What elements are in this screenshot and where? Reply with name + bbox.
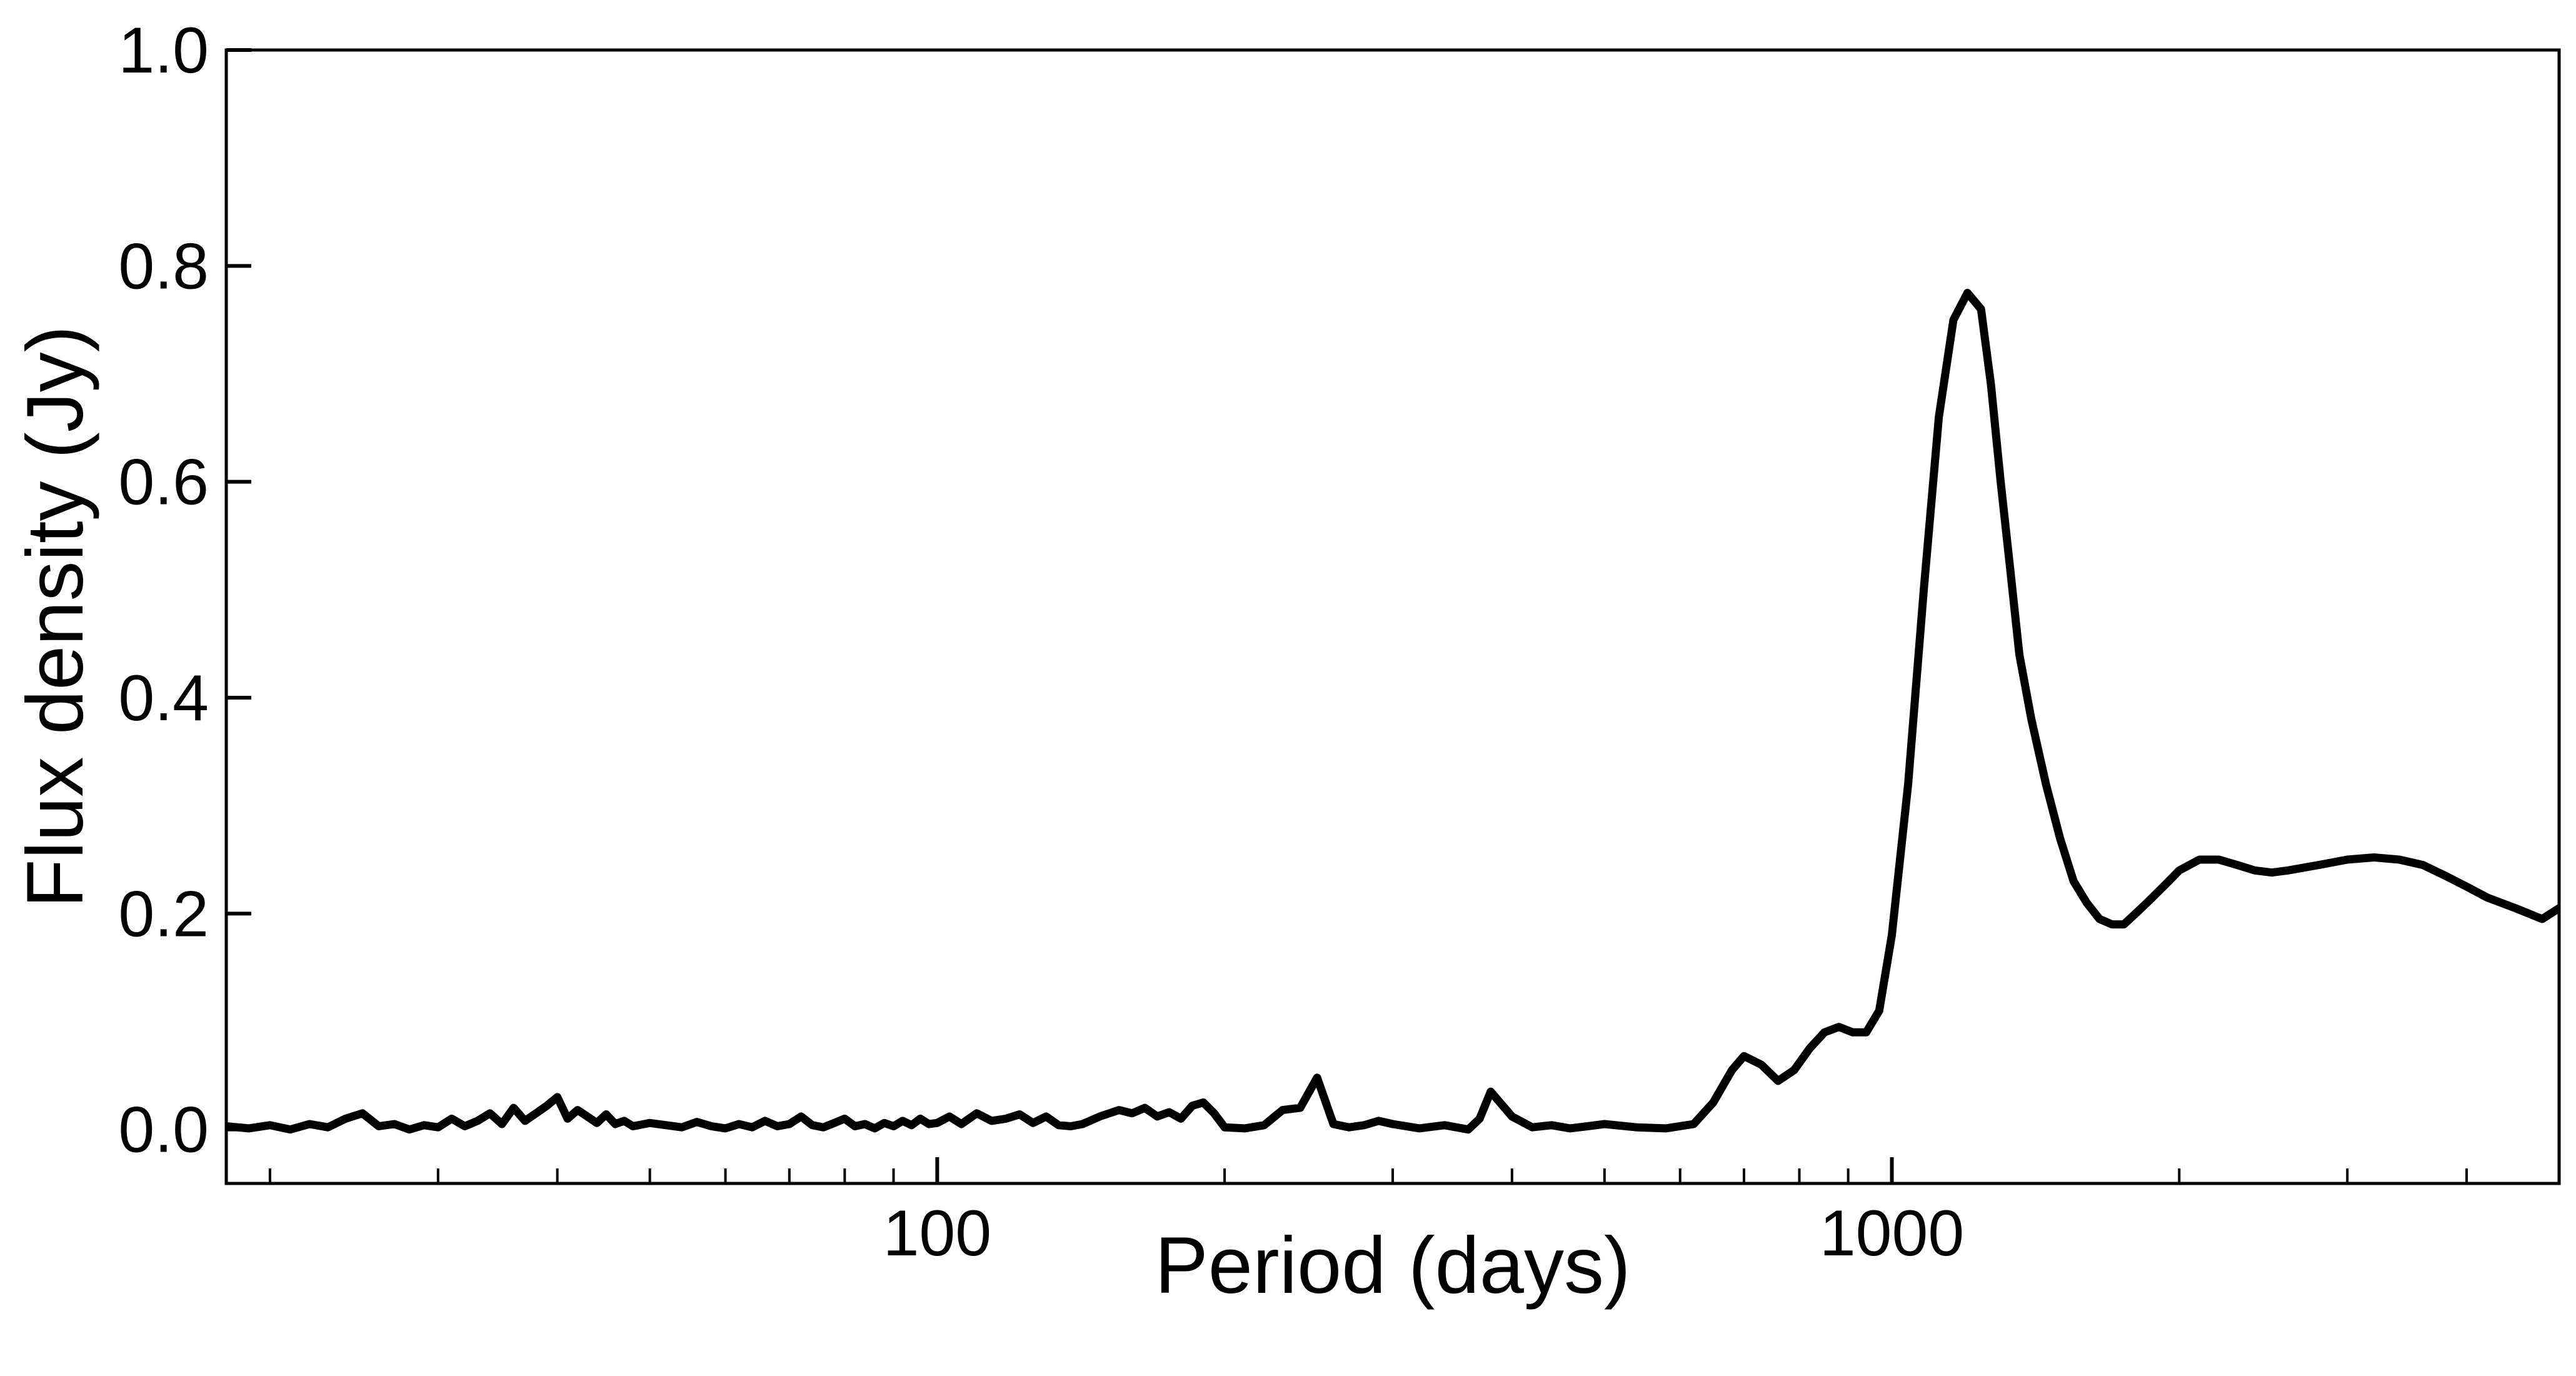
series-line <box>226 289 2559 1134</box>
axis-ticks <box>226 48 2468 1183</box>
y-tick-label: 0.0 <box>118 1094 209 1167</box>
y-tick-label: 0.4 <box>118 662 209 735</box>
tick-labels: 0.0 0.2 0.4 0.6 0.8 1.0 100 1000 <box>118 14 1964 1270</box>
y-tick-label: 1.0 <box>118 14 209 87</box>
y-axis-label: Flux density (Jy) <box>11 326 100 908</box>
x-tick-label: 100 <box>883 1197 992 1270</box>
plot-area <box>226 289 2559 1134</box>
y-tick-label: 0.6 <box>118 446 209 519</box>
x-axis-label: Period (days) <box>1155 1221 1630 1310</box>
y-tick-label: 0.8 <box>118 230 209 303</box>
x-tick-label: 1000 <box>1820 1197 1964 1270</box>
axes-frame <box>224 48 2561 1185</box>
y-tick-label: 0.2 <box>118 878 209 950</box>
